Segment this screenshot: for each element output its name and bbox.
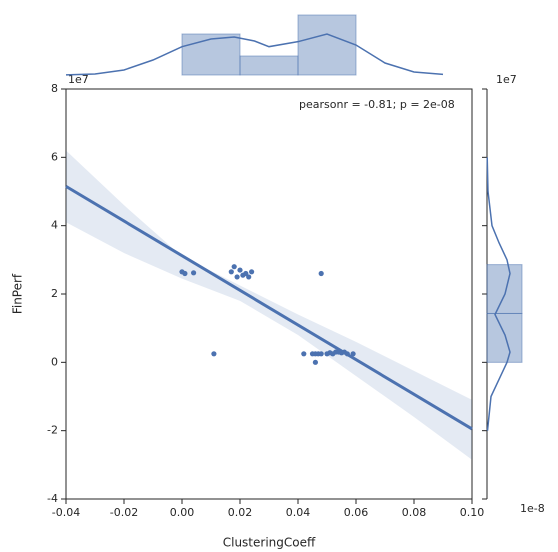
point xyxy=(234,274,240,280)
x-tick-label: 0.10 xyxy=(460,506,485,519)
marginal-y-offset: 1e7 xyxy=(496,73,517,86)
marginal-y-kde xyxy=(486,157,511,431)
point xyxy=(312,359,318,365)
point xyxy=(350,351,356,357)
point xyxy=(237,267,243,273)
y-axis-label: FinPerf xyxy=(11,273,25,314)
marginal-y-bar xyxy=(486,312,523,363)
point xyxy=(246,274,252,280)
y-tick-label: 4 xyxy=(51,219,58,232)
marginal-x-kde xyxy=(65,33,444,76)
marginal-y-bar xyxy=(486,264,523,314)
annotation: pearsonr = -0.81; p = 2e-08 xyxy=(299,98,455,111)
point xyxy=(231,264,237,270)
marginal-density-offset: 1e-8 xyxy=(520,502,545,515)
x-tick-label: -0.04 xyxy=(52,506,80,519)
marginal-x-bar xyxy=(181,33,241,76)
y-tick-label: 0 xyxy=(51,355,58,368)
y-tick-label: -4 xyxy=(47,492,58,505)
point xyxy=(182,270,188,277)
point xyxy=(211,351,217,357)
x-tick-label: 0.02 xyxy=(228,506,253,519)
point xyxy=(318,351,324,357)
point xyxy=(301,351,307,357)
point xyxy=(191,270,197,276)
y-offset: 1e7 xyxy=(68,73,89,86)
x-tick-label: 0.08 xyxy=(402,506,427,519)
marginal-x-bar xyxy=(239,55,299,76)
point xyxy=(243,270,249,277)
y-tick-label: 2 xyxy=(51,287,58,300)
x-tick-label: 0.04 xyxy=(286,506,311,519)
y-tick-label: 6 xyxy=(51,150,58,163)
y-tick-label: -2 xyxy=(47,424,58,437)
x-tick-label: 0.06 xyxy=(344,506,369,519)
x-tick-label: -0.02 xyxy=(110,506,138,519)
point xyxy=(228,269,234,275)
point xyxy=(249,269,255,275)
point xyxy=(318,270,324,277)
confidence-band xyxy=(66,150,472,460)
y-tick-label: 8 xyxy=(51,82,58,95)
x-axis-label: ClusteringCoeff xyxy=(223,536,316,550)
plot-frame xyxy=(65,88,473,500)
x-tick-label: 0.00 xyxy=(170,506,195,519)
regression-line xyxy=(65,185,473,431)
marginal-x-bar xyxy=(297,14,357,76)
